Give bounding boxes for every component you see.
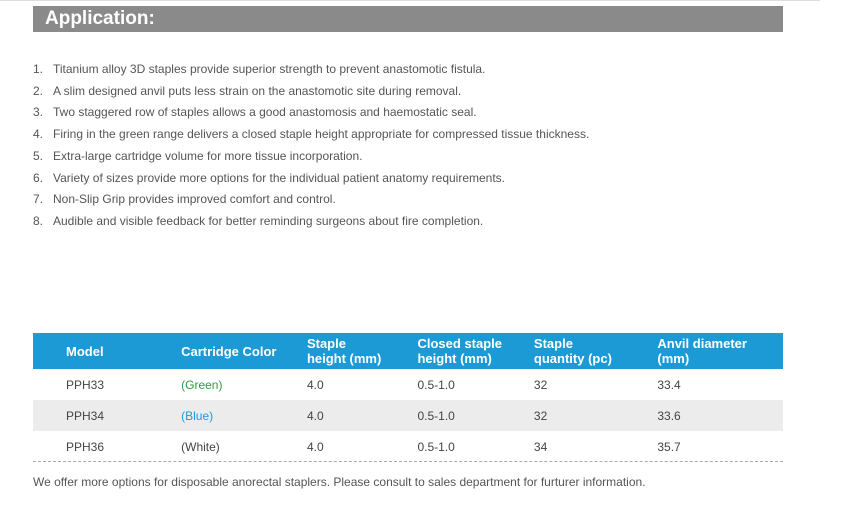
top-divider: [0, 0, 820, 1]
header-anvil-diameter-line1: Anvil diameter: [657, 336, 747, 351]
cell-staple-height: 4.0: [306, 439, 324, 454]
table-row: PPH34 (Blue) 4.0 0.5-1.0 32 33.6: [33, 400, 783, 431]
list-item-text: A slim designed anvil puts less strain o…: [53, 83, 462, 98]
cell-closed-height: 0.5-1.0: [417, 439, 455, 454]
table-header-row: Model Cartridge Color Staple height (mm) …: [33, 333, 783, 369]
header-model: Model: [33, 333, 182, 369]
cell-closed-height: 0.5-1.0: [417, 377, 455, 392]
cell-model: PPH33: [66, 377, 105, 392]
header-staple-quantity-line2: quantity (pc): [533, 351, 612, 366]
list-item: 1. Titanium alloy 3D staples provide supe…: [33, 59, 589, 81]
list-item: 7. Non-Slip Grip provides improved comfor…: [33, 189, 589, 211]
list-item-number: 2.: [33, 83, 44, 98]
section-header-bar: Application:: [33, 6, 783, 32]
cell-closed-height: 0.5-1.0: [417, 400, 534, 431]
list-item-text: Non-Slip Grip provides improved comfort …: [53, 192, 336, 207]
header-staple-height-line1: Staple: [306, 336, 346, 351]
header-cartridge-color: Cartridge Color: [181, 333, 307, 369]
header-staple-quantity: Staple quantity (pc): [533, 333, 658, 369]
cell-cartridge-color: (Green): [181, 377, 223, 392]
list-item: 8. Audible and visible feedback for bette…: [33, 211, 589, 233]
list-item-text: Variety of sizes provide more options fo…: [53, 170, 506, 185]
header-staple-height-line2: height (mm): [306, 351, 382, 366]
section-title: Application:: [45, 8, 155, 29]
list-item-number: 3.: [33, 105, 44, 120]
header-anvil-diameter-line2: (mm): [657, 351, 690, 366]
dashed-divider: [33, 461, 783, 462]
list-item-number: 8.: [33, 213, 44, 228]
cell-staple-height: 4.0: [306, 377, 324, 392]
cell-staple-quantity: 32: [533, 377, 548, 392]
list-item-number: 4.: [33, 127, 44, 142]
table-row: PPH33 (Green) 4.0 0.5-1.0 32 33.4: [33, 369, 783, 400]
list-item: 5. Extra-large cartridge volume for more …: [33, 146, 589, 168]
cell-cartridge-color: (White): [181, 439, 220, 454]
list-item: 2. A slim designed anvil puts less strain…: [33, 81, 589, 103]
header-anvil-diameter: Anvil diameter (mm): [657, 333, 783, 369]
header-closed-height-line1: Closed staple: [417, 336, 503, 351]
spec-table: Model Cartridge Color Staple height (mm) …: [33, 333, 783, 462]
cell-model: PPH36: [66, 439, 105, 454]
list-item-number: 1.: [33, 62, 44, 76]
list-item: 3. Two staggered row of staples allows a …: [33, 102, 589, 124]
list-item-text: Extra-large cartridge volume for more ti…: [53, 148, 363, 163]
list-item-text: Firing in the green range delivers a clo…: [53, 127, 590, 142]
cell-staple-quantity: 34: [533, 439, 548, 454]
list-item-text: Audible and visible feedback for better …: [53, 213, 484, 228]
footer-note: We offer more options for disposable ano…: [33, 475, 646, 489]
cell-model: PPH34: [33, 400, 182, 431]
header-closed-height: Closed staple height (mm): [417, 333, 534, 369]
table-header: Model Cartridge Color Staple height (mm) …: [33, 333, 783, 369]
cell-staple-quantity: 32: [533, 400, 658, 431]
list-item: 6. Variety of sizes provide more options …: [33, 168, 589, 190]
list-item-number: 5.: [33, 148, 44, 163]
cell-anvil-diameter: 33.4: [657, 377, 681, 392]
list-item-number: 6.: [33, 170, 44, 185]
table-row: PPH36 (White) 4.0 0.5-1.0 34 35.7: [33, 431, 783, 462]
header-closed-height-line2: height (mm): [417, 351, 492, 366]
list-item: 4. Firing in the green range delivers a c…: [33, 124, 589, 146]
list-item-text: Titanium alloy 3D staples provide superi…: [53, 62, 486, 76]
cell-cartridge-color: (Blue): [181, 400, 307, 431]
cell-staple-height: 4.0: [306, 400, 418, 431]
list-item-number: 7.: [33, 192, 44, 207]
cell-anvil-diameter: 33.6: [657, 400, 783, 431]
cell-anvil-diameter: 35.7: [657, 439, 681, 454]
header-staple-quantity-line1: Staple: [533, 336, 573, 351]
table-body: PPH33 (Green) 4.0 0.5-1.0 32 33.4 PPH34 …: [33, 369, 783, 462]
application-list: 1. Titanium alloy 3D staples provide supe…: [33, 59, 589, 233]
list-item-text: Two staggered row of staples allows a go…: [53, 105, 477, 120]
header-staple-height: Staple height (mm): [306, 333, 418, 369]
